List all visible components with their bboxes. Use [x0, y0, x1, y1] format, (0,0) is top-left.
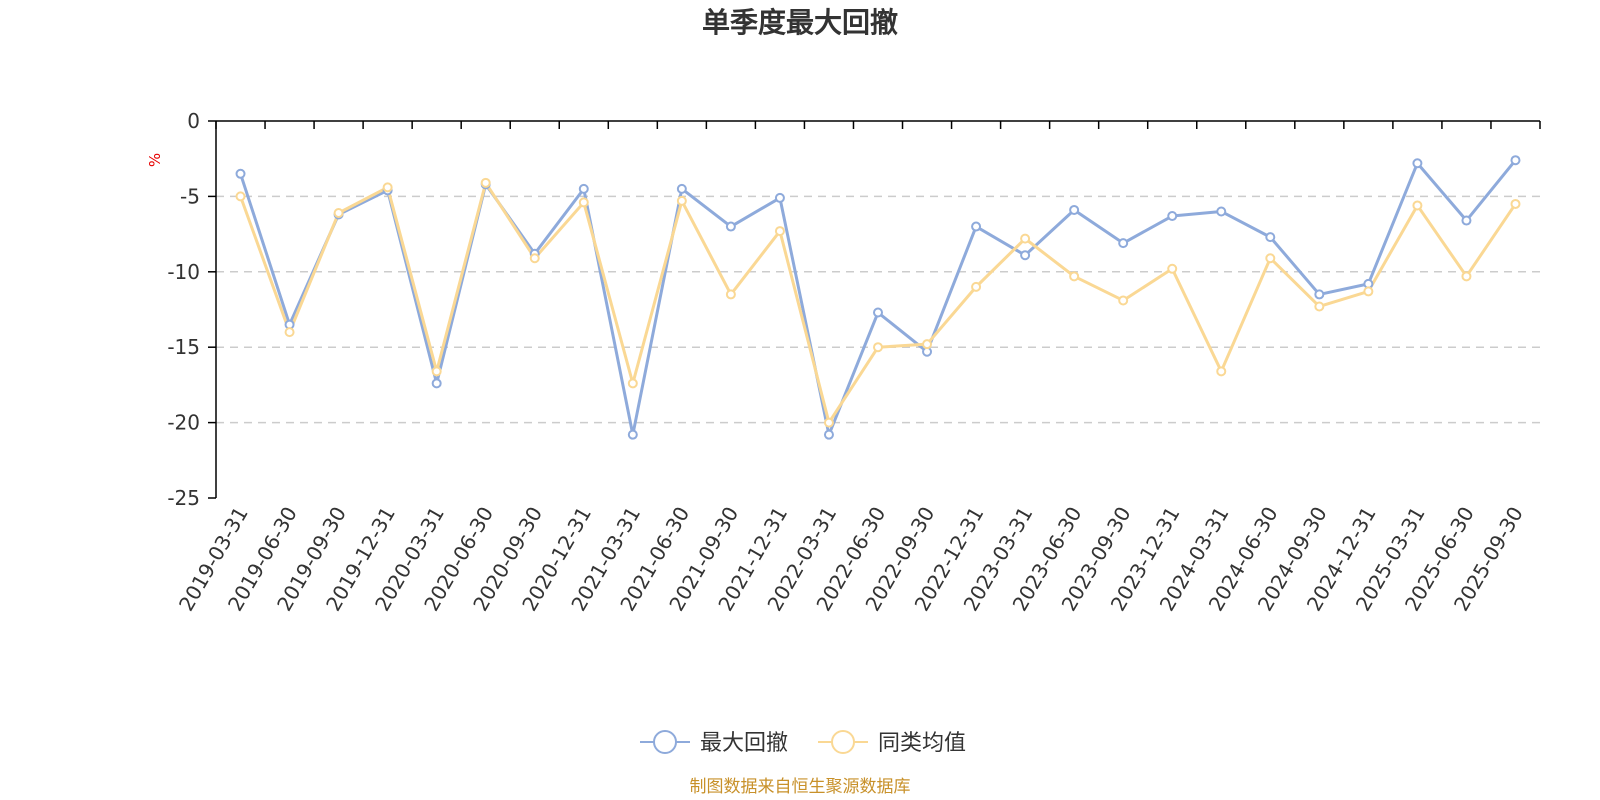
series-2-point — [1020, 233, 1031, 244]
y-tick-label: -15 — [167, 335, 200, 359]
series-2-point — [235, 191, 246, 202]
series-2-point — [333, 207, 344, 218]
series-1-point — [873, 307, 883, 318]
series-2-point — [1510, 198, 1521, 209]
chart-title: 单季度最大回撤 — [702, 6, 898, 39]
series-1-point — [676, 183, 687, 194]
series-2-point — [971, 281, 982, 292]
series-2-point — [1412, 200, 1423, 211]
series-line-2 — [239, 181, 1517, 425]
legend-label-2: 同类均值 — [878, 731, 966, 756]
series-2-point — [676, 195, 687, 206]
y-unit-label: % — [146, 153, 164, 167]
source-footer: 制图数据来自恒生聚源数据库 — [690, 777, 911, 797]
legend-marker-1 — [653, 730, 677, 754]
series-1-point — [1216, 206, 1227, 217]
series-1-point — [578, 183, 589, 194]
series-1-point — [1314, 289, 1325, 300]
series-1-point — [627, 429, 638, 440]
y-tick-label: -25 — [167, 486, 200, 510]
series-2-point — [382, 182, 393, 193]
series-1-point — [1069, 204, 1080, 215]
series-2-point — [774, 226, 785, 237]
series-2-point — [922, 339, 933, 350]
series-1-point — [1167, 211, 1178, 222]
series-2-point — [725, 289, 736, 300]
legend-label-1: 最大回撤 — [700, 731, 788, 756]
y-tick-label: -20 — [167, 411, 200, 435]
series-2-point — [480, 177, 491, 188]
series-1-point — [1020, 250, 1031, 261]
series-2-point — [627, 378, 638, 389]
series-2-point — [1118, 295, 1129, 306]
y-tick-label: -5 — [180, 184, 200, 208]
series-1-point — [1510, 155, 1521, 166]
legend: 最大回撤 同类均值 — [640, 730, 966, 756]
legend-marker-2 — [831, 730, 855, 754]
series-line-1 — [239, 159, 1517, 437]
series-1-point — [774, 192, 785, 203]
series-2-point — [1461, 271, 1472, 282]
series-2-point — [873, 342, 883, 353]
series-2-point — [578, 197, 589, 208]
series-2-point — [1363, 286, 1374, 297]
series-1-point — [1118, 238, 1129, 249]
series-group — [235, 155, 1521, 440]
series-2-point — [1265, 253, 1276, 264]
y-tick-label: -10 — [167, 260, 200, 284]
series-2-point — [1314, 301, 1325, 312]
y-tick-label: 0 — [187, 109, 200, 133]
series-1-point — [431, 378, 442, 389]
series-2-point — [529, 253, 540, 264]
series-1-point — [971, 221, 982, 232]
series-2-point — [1216, 366, 1227, 377]
series-2-point — [823, 417, 834, 428]
series-1-point — [1461, 215, 1472, 226]
series-2-point — [1167, 263, 1178, 274]
series-2-point — [431, 366, 442, 377]
series-1-point — [1412, 158, 1423, 169]
series-2-point — [1069, 271, 1080, 282]
axes: 0-5-10-15-20-252019-03-312019-06-302019-… — [167, 109, 1541, 615]
series-1-point — [725, 221, 736, 232]
series-1-point — [235, 168, 246, 179]
series-1-point — [1265, 232, 1276, 243]
series-2-point — [284, 327, 295, 338]
series-1-point — [823, 429, 834, 440]
